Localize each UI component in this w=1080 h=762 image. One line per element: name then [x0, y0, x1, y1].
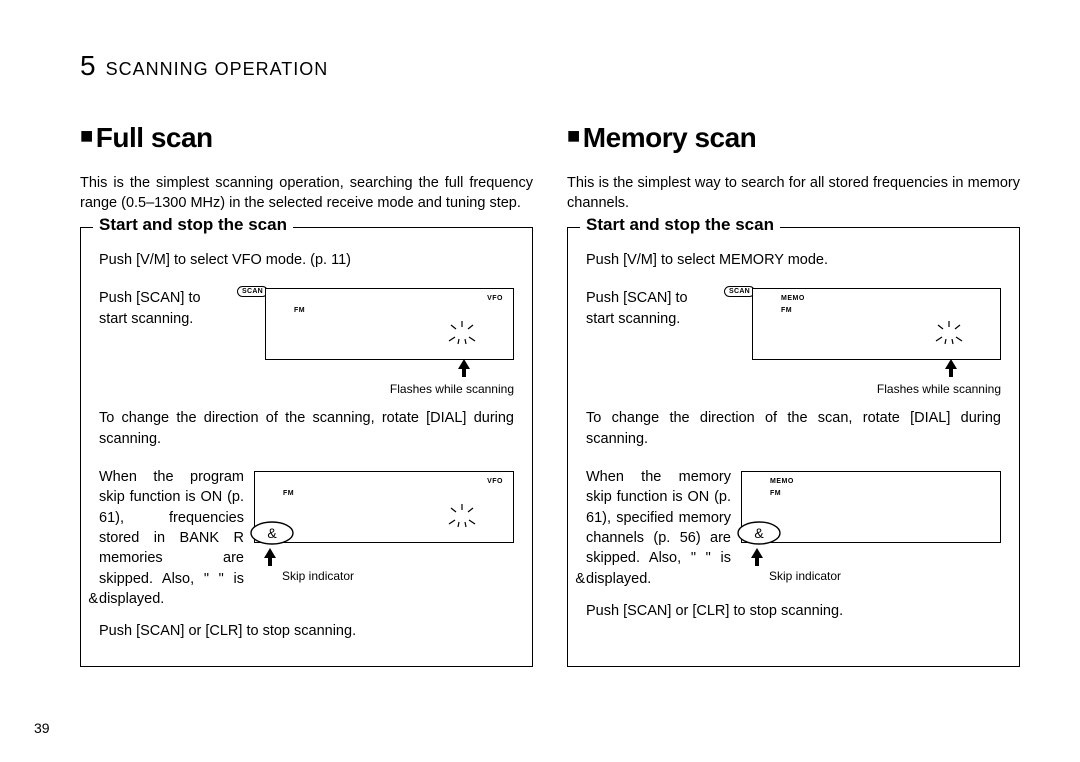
lcd-label-vfo: VFO	[487, 295, 503, 302]
full-scan-intro: This is the simplest scanning operation,…	[80, 174, 533, 213]
flash-indicator-icon-2	[445, 502, 479, 530]
right-column: ■Memory scan This is the simplest way to…	[567, 122, 1020, 667]
left-step-5: Push [SCAN] or [CLR] to stop scanning.	[99, 621, 514, 641]
lcd-label-fm-r: FM	[781, 307, 792, 314]
left-step-2-text: Push [SCAN] to start scanning.	[99, 288, 229, 329]
left-step-4-row: When the program skip function is ON (p.…	[99, 467, 514, 609]
right-step-2-row: Push [SCAN] to start scanning. SCAN MEMO…	[586, 288, 1001, 396]
section-title-full-scan: ■Full scan	[80, 122, 533, 154]
arrow-up-icon	[457, 359, 471, 377]
skip-indicator-icon-r: &	[736, 520, 782, 550]
left-step-1: Push [V/M] to select VFO mode. (p. 11)	[99, 250, 514, 270]
lcd-label-fm-2: FM	[283, 490, 294, 497]
scan-badge-icon: SCAN	[237, 286, 268, 297]
chapter-header: 5 SCANNING OPERATION	[80, 50, 1020, 82]
right-step-4-row: When the memory skip function is ON (p. …	[586, 467, 1001, 589]
right-lcd-2-wrap: MEMO FM & Skip indicator	[741, 471, 1001, 583]
lcd-label-fm: FM	[294, 307, 305, 314]
box-title-right: Start and stop the scan	[580, 215, 780, 235]
square-bullet-icon: ■	[80, 123, 93, 148]
right-step-1: Push [V/M] to select MEMORY mode.	[586, 250, 1001, 270]
flash-indicator-icon	[445, 319, 479, 347]
page-number: 39	[34, 720, 50, 736]
memory-scan-box: Start and stop the scan Push [V/M] to se…	[567, 227, 1020, 667]
memory-scan-intro: This is the simplest way to search for a…	[567, 174, 1020, 213]
skip-caption-right: Skip indicator	[769, 569, 1001, 583]
box-title-left: Start and stop the scan	[93, 215, 293, 235]
left-lcd-1: VFO FM	[265, 288, 514, 360]
two-column-layout: ■Full scan This is the simplest scanning…	[80, 122, 1020, 667]
lcd-label-fm-r2: FM	[770, 490, 781, 497]
lcd-label-vfo-2: VFO	[487, 478, 503, 485]
right-step-2-text: Push [SCAN] to start scanning.	[586, 288, 716, 329]
arrow-up-icon-2	[263, 548, 277, 566]
left-step-3: To change the direction of the scanning,…	[99, 408, 514, 449]
skip-symbol-inline-r: &	[575, 571, 585, 587]
arrow-up-icon-r2	[750, 548, 764, 566]
flash-caption-right: Flashes while scanning	[726, 382, 1001, 396]
lcd-label-memo-2: MEMO	[770, 478, 794, 485]
left-column: ■Full scan This is the simplest scanning…	[80, 122, 533, 667]
scan-badge-icon: SCAN	[724, 286, 755, 297]
skip-symbol-inline: &	[88, 591, 98, 607]
right-step-5: Push [SCAN] or [CLR] to stop scanning.	[586, 601, 1001, 621]
flash-caption-left: Flashes while scanning	[239, 382, 514, 396]
svg-text:&: &	[267, 525, 277, 541]
left-lcd-1-wrap: SCAN VFO FM Flashes while scanning	[239, 288, 514, 396]
right-lcd-2: MEMO FM &	[741, 471, 1001, 543]
skip-caption-left: Skip indicator	[282, 569, 514, 583]
arrow-up-icon-r	[944, 359, 958, 377]
chapter-title: SCANNING OPERATION	[106, 59, 329, 80]
left-step-2-row: Push [SCAN] to start scanning. SCAN VFO …	[99, 288, 514, 396]
right-step-4-text: When the memory skip function is ON (p. …	[586, 467, 731, 589]
section-title-memory-scan: ■Memory scan	[567, 122, 1020, 154]
square-bullet-icon: ■	[567, 123, 580, 148]
left-step-4-text: When the program skip function is ON (p.…	[99, 467, 244, 609]
right-lcd-1-wrap: SCAN MEMO FM Flashes while scanning	[726, 288, 1001, 396]
left-lcd-2: VFO FM &	[254, 471, 514, 543]
full-scan-box: Start and stop the scan Push [V/M] to se…	[80, 227, 533, 667]
right-lcd-1: MEMO FM	[752, 288, 1001, 360]
lcd-label-memo: MEMO	[781, 295, 805, 302]
skip-indicator-icon: &	[249, 520, 295, 550]
svg-text:&: &	[754, 525, 764, 541]
flash-indicator-icon-r	[932, 319, 966, 347]
chapter-number: 5	[80, 50, 96, 82]
right-step-3: To change the direction of the scan, rot…	[586, 408, 1001, 449]
left-lcd-2-wrap: VFO FM & Skip indicator	[254, 471, 514, 583]
